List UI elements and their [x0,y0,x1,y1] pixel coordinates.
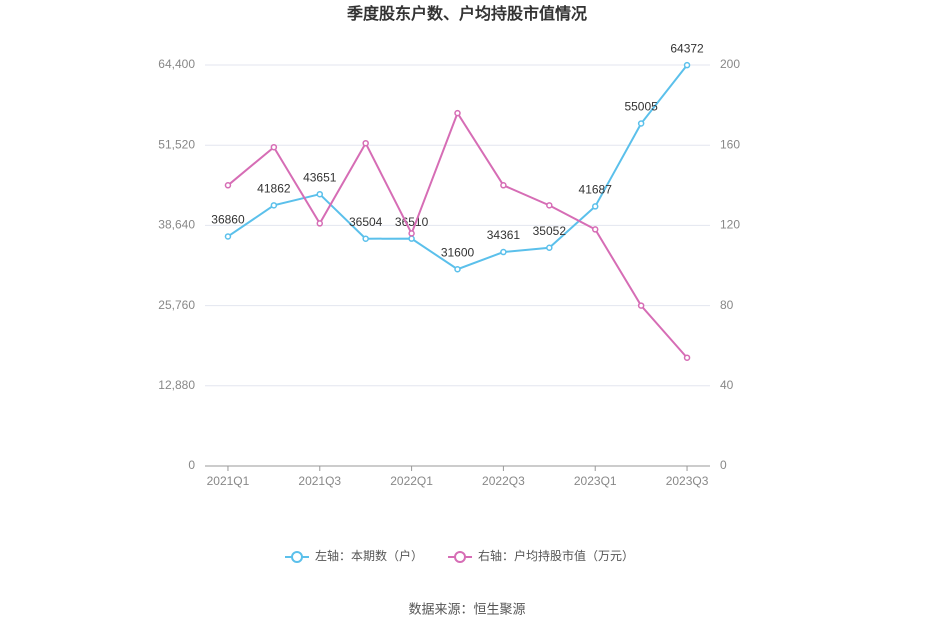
x-tick-label: 2021Q3 [298,474,341,488]
point [683,61,691,69]
point [500,248,507,256]
point [454,109,461,117]
y-tick-label: 38,640 [158,218,195,232]
y2-tick-label: 0 [720,458,727,472]
data-label: 36860 [211,213,245,227]
data-label: 35052 [533,224,567,238]
point [683,354,691,361]
data-label: 36504 [349,215,383,229]
legend-marker [291,551,303,563]
point [224,233,232,240]
y-tick-label: 0 [188,458,195,472]
legend: 左轴：本期数（户） 右轴：户均持股市值（万元） [285,548,634,563]
y-tick-label: 25,760 [158,298,195,312]
point [546,202,553,209]
x-tick-label: 2022Q3 [482,474,525,488]
data-label: 36510 [395,215,429,229]
point [224,182,232,189]
legend-label: 右轴：户均持股市值（万元） [478,548,634,563]
series-line [227,110,688,359]
x-tick-label: 2021Q1 [207,474,250,488]
point [316,220,324,227]
point [591,226,599,233]
point [500,182,507,189]
data-label: 41862 [257,182,291,196]
point [637,120,645,127]
legend-label: 左轴：本期数（户） [315,548,423,563]
data-label: 43651 [303,170,337,184]
point [546,244,553,251]
y-tick-label: 12,880 [158,378,195,392]
data-label: 64372 [670,41,704,55]
y2-tick-label: 160 [720,137,740,151]
point [270,143,278,151]
x-tick-label: 2023Q3 [666,474,709,488]
x-tick-label: 2022Q1 [390,474,433,488]
data-label: 55005 [624,100,658,114]
point [637,302,645,309]
series-line [227,64,688,271]
y2-tick-label: 40 [720,378,734,392]
point [316,190,324,198]
data-label: 41687 [579,183,613,197]
chart-title: 季度股东户数、户均持股市值情况 [346,4,587,23]
point [270,202,278,209]
point [362,235,369,242]
point [454,265,461,273]
y-tick-label: 64,400 [158,57,195,71]
x-tick-label: 2023Q1 [574,474,617,488]
y2-tick-label: 80 [720,298,734,312]
y2-tick-label: 200 [720,57,740,71]
point [408,235,415,242]
point [591,203,599,210]
data-label: 31600 [441,245,475,259]
point [362,139,369,147]
point [408,230,415,237]
y2-tick-label: 120 [720,218,740,232]
data-label: 34361 [487,228,521,242]
source-note: 数据来源：恒生聚源 [408,601,525,616]
legend-marker [454,551,467,563]
y-tick-label: 51,520 [158,137,195,151]
